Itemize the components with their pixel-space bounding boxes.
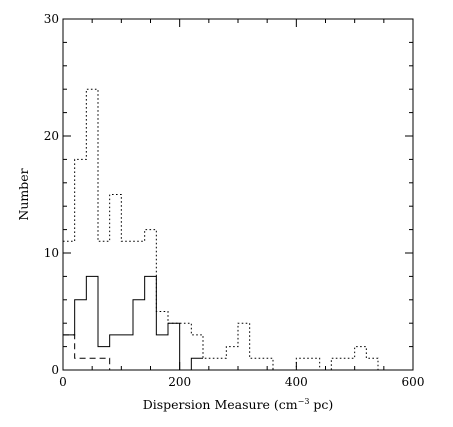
y-tick-label: 0 bbox=[51, 363, 59, 377]
y-tick-label: 10 bbox=[44, 246, 59, 260]
y-tick-label: 20 bbox=[44, 129, 59, 143]
x-axis-title: Dispersion Measure (cm−3 pc) bbox=[143, 397, 334, 412]
y-tick-label: 30 bbox=[44, 12, 59, 26]
x-tick-label: 200 bbox=[168, 375, 191, 389]
histogram-dashed-series bbox=[63, 334, 122, 371]
histogram-dotted-series bbox=[63, 88, 413, 371]
x-tick-label: 600 bbox=[402, 375, 425, 389]
axis-ticks bbox=[62, 18, 414, 371]
y-axis-title: Number bbox=[16, 168, 31, 220]
histogram-solid-series bbox=[63, 275, 203, 371]
histogram-series bbox=[63, 88, 413, 371]
x-tick-label: 400 bbox=[285, 375, 308, 389]
tick-labels: 0 200 400 600 0 10 20 30 bbox=[44, 12, 425, 389]
x-tick-label: 0 bbox=[59, 375, 67, 389]
plot-frame bbox=[62, 18, 414, 371]
